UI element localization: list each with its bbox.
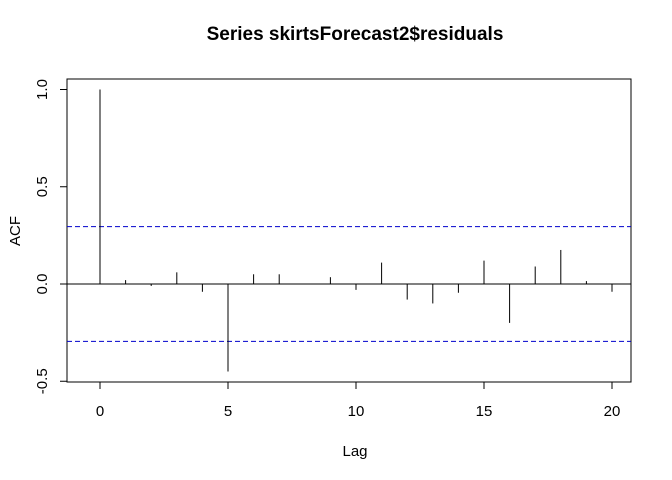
chart-title: Series skirtsForecast2$residuals — [207, 24, 504, 45]
y-axis-label: ACF — [7, 216, 24, 246]
acf-bars — [99, 89, 613, 372]
y-tick-label: 1.0 — [34, 79, 51, 100]
x-axis: 0 5 10 15 20 — [96, 381, 621, 420]
y-tick-label: 0.0 — [34, 274, 51, 295]
x-tick-label: 20 — [604, 403, 621, 420]
x-axis-label: Lag — [342, 443, 367, 460]
confidence-bounds — [67, 226, 631, 342]
plot-frame — [66, 78, 632, 383]
y-tick-label: -0.5 — [34, 368, 51, 394]
x-tick-label: 10 — [348, 403, 365, 420]
y-tick-label: 0.5 — [34, 176, 51, 197]
x-tick-label: 5 — [224, 403, 232, 420]
x-tick-label: 15 — [476, 403, 493, 420]
x-tick-label: 0 — [96, 403, 104, 420]
y-axis: -0.5 0.0 0.5 1.0 — [34, 79, 68, 394]
